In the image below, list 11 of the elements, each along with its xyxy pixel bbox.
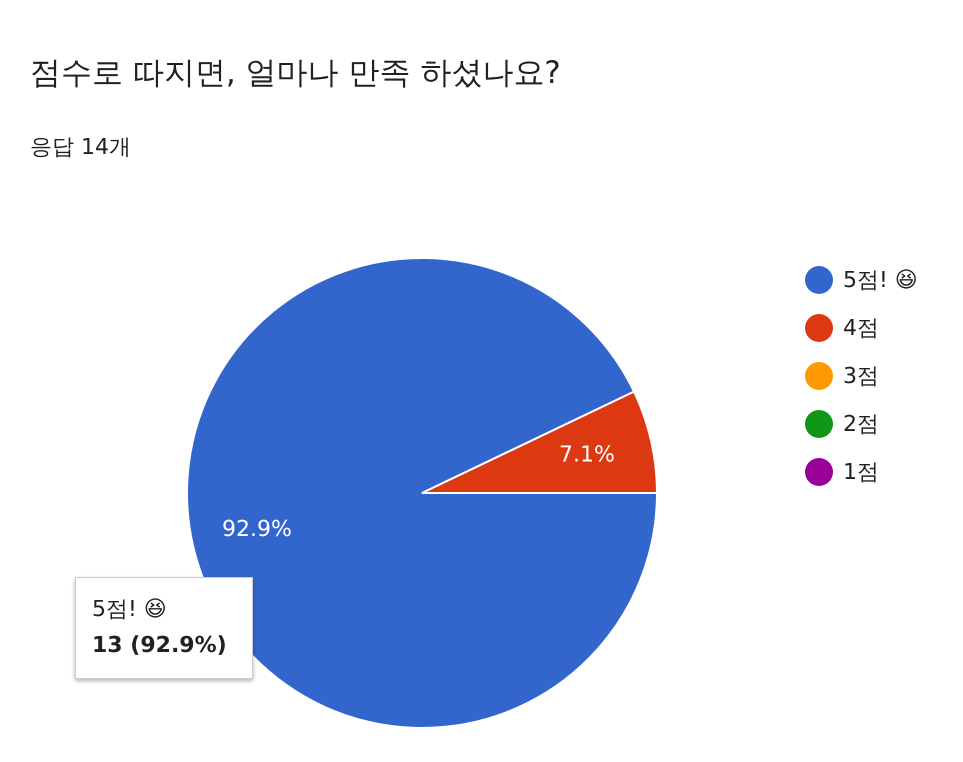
legend-label: 2점 <box>843 411 879 439</box>
legend-label: 1점 <box>843 459 879 487</box>
data-label: 7.1% <box>559 442 615 468</box>
chart-title: 점수로 따지면, 얼마나 만족 하셨나요? <box>30 54 561 93</box>
data-label: 92.9% <box>222 517 292 542</box>
chart-subtitle: 응답 14개 <box>30 134 131 162</box>
legend-label: 3점 <box>843 363 879 391</box>
legend-label: 5점! 😆 <box>843 267 918 295</box>
text: 13 (92.9%) <box>92 632 228 660</box>
legend-label: 4점 <box>843 315 879 343</box>
text: 5점! 😆 <box>92 596 168 624</box>
